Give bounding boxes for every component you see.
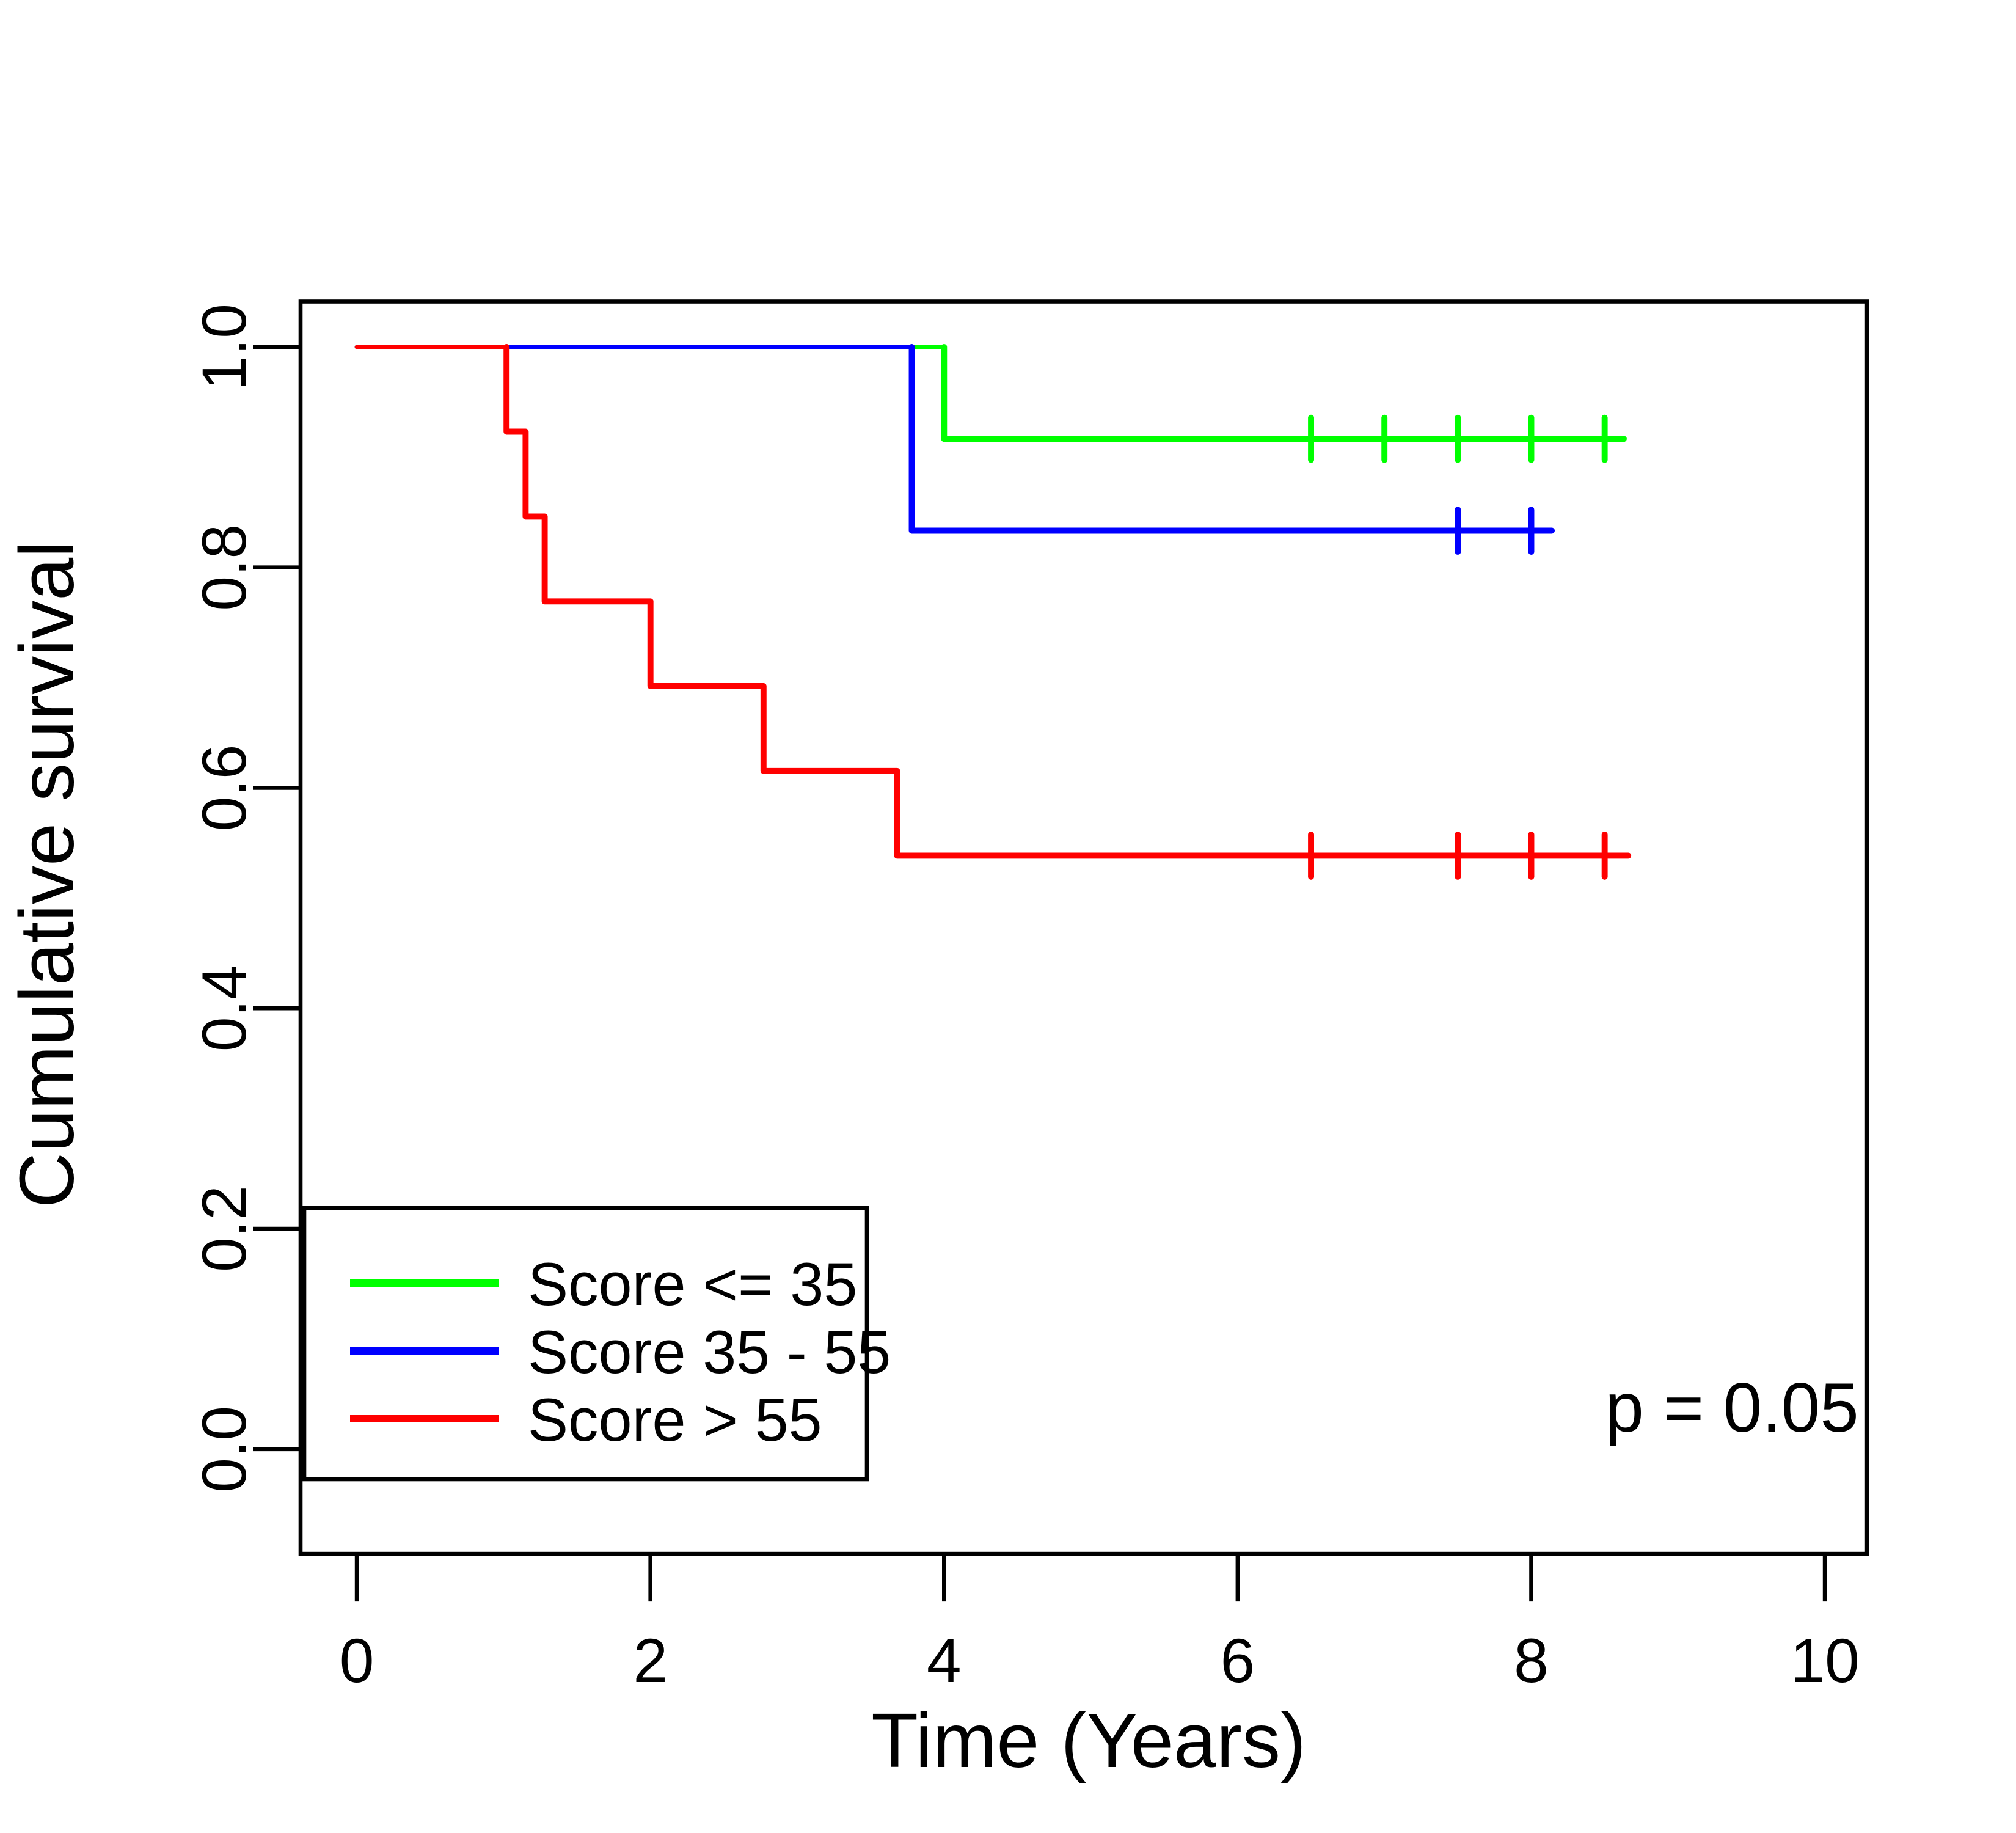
survival-curves	[354, 343, 1632, 880]
x-tick-label: 4	[927, 1626, 962, 1696]
x-tick-label: 8	[1514, 1626, 1549, 1696]
km-curve	[908, 343, 1555, 534]
y-tick-label: 0.4	[189, 965, 259, 1052]
x-tick-label: 10	[1790, 1626, 1859, 1696]
y-tick-label: 0.2	[189, 1185, 259, 1272]
km-curve	[503, 343, 1632, 859]
y-tick-label: 0.0	[189, 1406, 259, 1493]
series-score-35	[354, 343, 1627, 463]
legend-label: Score 35 - 55	[528, 1318, 891, 1386]
legend-label: Score <= 35	[528, 1250, 857, 1318]
legend-label: Score > 55	[528, 1386, 822, 1454]
plot-box	[298, 299, 1869, 1556]
km-curve	[941, 343, 1627, 442]
y-tick-label: 1.0	[189, 304, 259, 390]
legend-box	[302, 1206, 869, 1482]
x-axis-title: Time (Years)	[871, 1697, 1306, 1784]
p-value-annotation: p = 0.05	[1605, 1369, 1858, 1447]
x-tick-label: 2	[633, 1626, 668, 1696]
plot-axes: 0 2 4 6 8 10 0.0 0.2 0.4 0.6 0.8 1.0	[189, 299, 1869, 1696]
x-tick-label: 0	[340, 1626, 374, 1696]
y-axis-title: Cumulative survival	[4, 541, 90, 1208]
series-score-55	[354, 343, 1632, 880]
x-tick-label: 6	[1221, 1626, 1255, 1696]
y-tick-label: 0.6	[189, 745, 259, 832]
series-score-35-55	[354, 343, 1555, 555]
y-tick-label: 0.8	[189, 524, 259, 611]
